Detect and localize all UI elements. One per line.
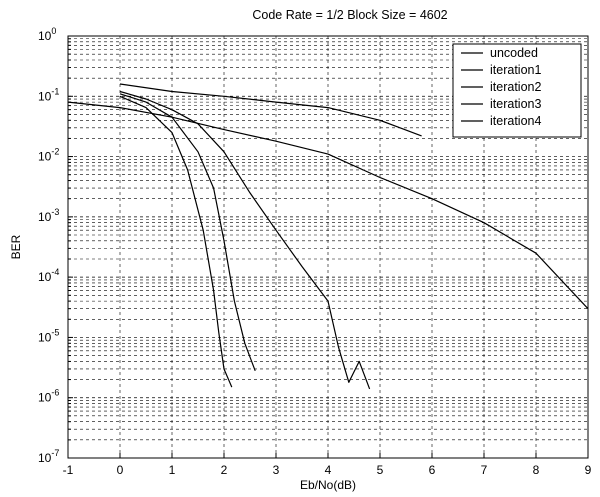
x-tick-label: 4 [325, 463, 332, 477]
x-tick-label: 5 [377, 463, 384, 477]
x-tick-label: 6 [429, 463, 436, 477]
x-tick-label: 0 [117, 463, 124, 477]
legend: uncoded iteration1 iteration2 iteration3 ite… [452, 43, 582, 138]
x-tick-label: 8 [533, 463, 540, 477]
x-tick-label: 2 [221, 463, 228, 477]
series-line-iteration1 [119, 83, 422, 137]
series-lines [67, 83, 589, 390]
x-tick-label: -1 [63, 463, 74, 477]
legend-label: iteration3 [490, 97, 541, 111]
x-tick-label: 1 [169, 463, 176, 477]
y-tick-label: 10-2 [38, 147, 59, 164]
x-tick-label: 3 [273, 463, 280, 477]
x-tick-label: 9 [585, 463, 592, 477]
series-line-uncoded [67, 101, 589, 310]
y-axis-label: BER [9, 234, 23, 259]
y-tick-label: 10-3 [38, 207, 59, 224]
x-tick-labels: -1 0 1 2 3 4 5 6 7 8 9 [63, 463, 592, 477]
y-tick-label: 10-4 [38, 267, 59, 284]
y-tick-label: 100 [38, 26, 56, 43]
series-line-iteration4 [119, 95, 233, 388]
y-tick-label: 10-1 [38, 86, 59, 103]
grid [68, 36, 588, 458]
x-tick-label: 7 [481, 463, 488, 477]
series-line-iteration2 [119, 90, 371, 390]
chart-title: Code Rate = 1/2 Block Size = 4602 [252, 8, 447, 22]
legend-label: iteration1 [490, 63, 541, 77]
legend-label: iteration4 [490, 114, 541, 128]
legend-label: uncoded [490, 46, 538, 60]
series-line-iteration3 [119, 93, 256, 372]
legend-label: iteration2 [490, 80, 541, 94]
y-tick-label: 10-7 [38, 448, 59, 465]
y-tick-label: 10-5 [38, 327, 59, 344]
plot-frame [67, 35, 589, 459]
y-tick-label: 10-6 [38, 388, 59, 405]
y-tick-labels: 100 10-1 10-2 10-3 10-4 10-5 10-6 10-7 [38, 26, 59, 465]
x-axis-label: Eb/No(dB) [300, 478, 356, 492]
